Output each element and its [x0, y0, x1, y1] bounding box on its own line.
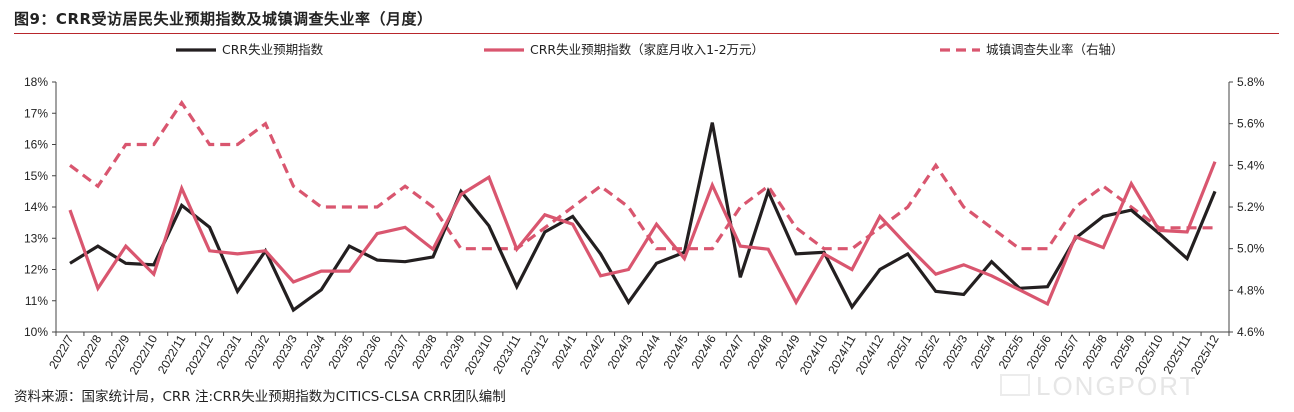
right-tick-label: 5.0%	[1237, 242, 1265, 256]
x-tick-label: 2024/7	[716, 332, 747, 371]
left-tick-label: 11%	[25, 294, 48, 308]
x-tick-label: 2024/1	[549, 332, 580, 371]
right-tick-label: 4.6%	[1237, 325, 1265, 339]
legend: CRR失业预期指数 CRR失业预期指数（家庭月收入1-2万元） 城镇调查失业率（右轴…	[176, 42, 1124, 57]
x-tick-label: 2025/9	[1107, 332, 1138, 371]
x-tick-label: 2023/6	[353, 332, 384, 371]
x-tick-label: 2023/3	[270, 332, 301, 371]
watermark: LONGPORT	[1036, 371, 1198, 401]
x-tick-label: 2023/1	[214, 332, 245, 371]
x-tick-label: 2025/5	[996, 332, 1027, 371]
legend-label-0: CRR失业预期指数	[222, 42, 324, 57]
x-tick-label: 2023/9	[437, 332, 468, 371]
left-tick-label: 12%	[24, 263, 48, 277]
source-note: 资料来源：国家统计局，CRR 注:CRR失业预期指数为CITICS-CLSA C…	[14, 389, 506, 405]
x-tick-label: 2024/5	[661, 332, 692, 371]
right-tick-label: 5.2%	[1237, 200, 1265, 214]
x-tick-label: 2025/7	[1052, 332, 1083, 371]
legend-label-2: 城镇调查失业率（右轴）	[986, 42, 1124, 57]
left-tick-label: 14%	[24, 200, 48, 214]
x-tick-label: 2024/9	[772, 332, 803, 371]
line-chart: CRR失业预期指数 CRR失业预期指数（家庭月收入1-2万元） 城镇调查失业率（右轴…	[24, 42, 1265, 377]
x-tick-label: 2024/6	[688, 332, 719, 371]
x-tick-label: 2025/4	[968, 332, 999, 371]
left-tick-label: 16%	[24, 138, 48, 152]
series-line-0	[69, 122, 1217, 313]
x-tick-label: 2023/7	[381, 332, 412, 371]
left-tick-label: 17%	[24, 106, 48, 120]
x-tick-label: 2022/9	[102, 332, 133, 371]
title-divider	[14, 33, 1279, 34]
x-tick-label: 2024/4	[633, 332, 664, 371]
x-tick-label: 2025/2	[912, 332, 943, 371]
x-tick-label: 2023/4	[297, 332, 328, 371]
left-tick-label: 15%	[24, 169, 48, 183]
x-tick-label: 2024/2	[577, 332, 608, 371]
x-tick-label: 2022/8	[74, 332, 105, 371]
x-tick-label: 2025/8	[1079, 332, 1110, 371]
x-tick-label: 2025/6	[1024, 332, 1055, 371]
left-tick-label: 10%	[24, 325, 48, 339]
x-tick-label: 2024/8	[744, 332, 775, 371]
chart-title: 图9：CRR受访居民失业预期指数及城镇调查失业率（月度）	[14, 10, 433, 28]
left-tick-label: 13%	[24, 231, 48, 245]
series-line-2	[69, 99, 1215, 251]
x-tick-label: 2025/1	[884, 332, 915, 371]
x-tick-label: 2022/7	[46, 332, 77, 371]
left-tick-label: 18%	[24, 75, 48, 89]
x-tick-label: 2023/8	[409, 332, 440, 371]
right-tick-label: 5.8%	[1237, 75, 1265, 89]
x-tick-label: 2024/12	[853, 332, 887, 377]
series-layer	[68, 99, 1217, 313]
x-tick-label: 2022/12	[182, 332, 216, 377]
x-tick-label: 2023/5	[325, 332, 356, 371]
x-tick-label: 2024/3	[605, 332, 636, 371]
right-tick-label: 4.8%	[1237, 283, 1265, 297]
x-tick-label: 2023/12	[518, 332, 552, 377]
x-tick-label: 2023/2	[242, 332, 273, 371]
legend-label-1: CRR失业预期指数（家庭月收入1-2万元）	[530, 42, 764, 57]
right-tick-label: 5.6%	[1237, 117, 1265, 131]
right-tick-label: 5.4%	[1237, 158, 1265, 172]
x-tick-label: 2025/3	[940, 332, 971, 371]
watermark-logo-icon	[1000, 374, 1030, 396]
series-line-1	[68, 161, 1217, 307]
